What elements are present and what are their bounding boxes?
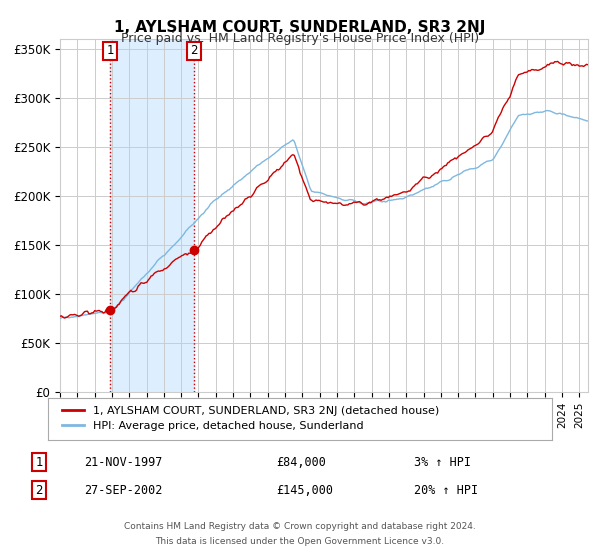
Text: £84,000: £84,000 xyxy=(276,455,326,469)
Bar xyxy=(110,39,194,392)
Text: This data is licensed under the Open Government Licence v3.0.: This data is licensed under the Open Gov… xyxy=(155,538,445,547)
Text: 3% ↑ HPI: 3% ↑ HPI xyxy=(414,455,471,469)
Text: Price paid vs. HM Land Registry's House Price Index (HPI): Price paid vs. HM Land Registry's House … xyxy=(121,32,479,45)
Text: 1: 1 xyxy=(106,44,114,58)
Text: 20% ↑ HPI: 20% ↑ HPI xyxy=(414,483,478,497)
Text: 2: 2 xyxy=(190,44,198,58)
Text: 2: 2 xyxy=(35,483,43,497)
Text: £145,000: £145,000 xyxy=(276,483,333,497)
Text: 21-NOV-1997: 21-NOV-1997 xyxy=(84,455,163,469)
Text: 1, AYLSHAM COURT, SUNDERLAND, SR3 2NJ: 1, AYLSHAM COURT, SUNDERLAND, SR3 2NJ xyxy=(115,20,485,35)
Legend: 1, AYLSHAM COURT, SUNDERLAND, SR3 2NJ (detached house), HPI: Average price, deta: 1, AYLSHAM COURT, SUNDERLAND, SR3 2NJ (d… xyxy=(59,403,443,434)
Text: 1: 1 xyxy=(35,455,43,469)
Text: 27-SEP-2002: 27-SEP-2002 xyxy=(84,483,163,497)
Text: Contains HM Land Registry data © Crown copyright and database right 2024.: Contains HM Land Registry data © Crown c… xyxy=(124,522,476,531)
